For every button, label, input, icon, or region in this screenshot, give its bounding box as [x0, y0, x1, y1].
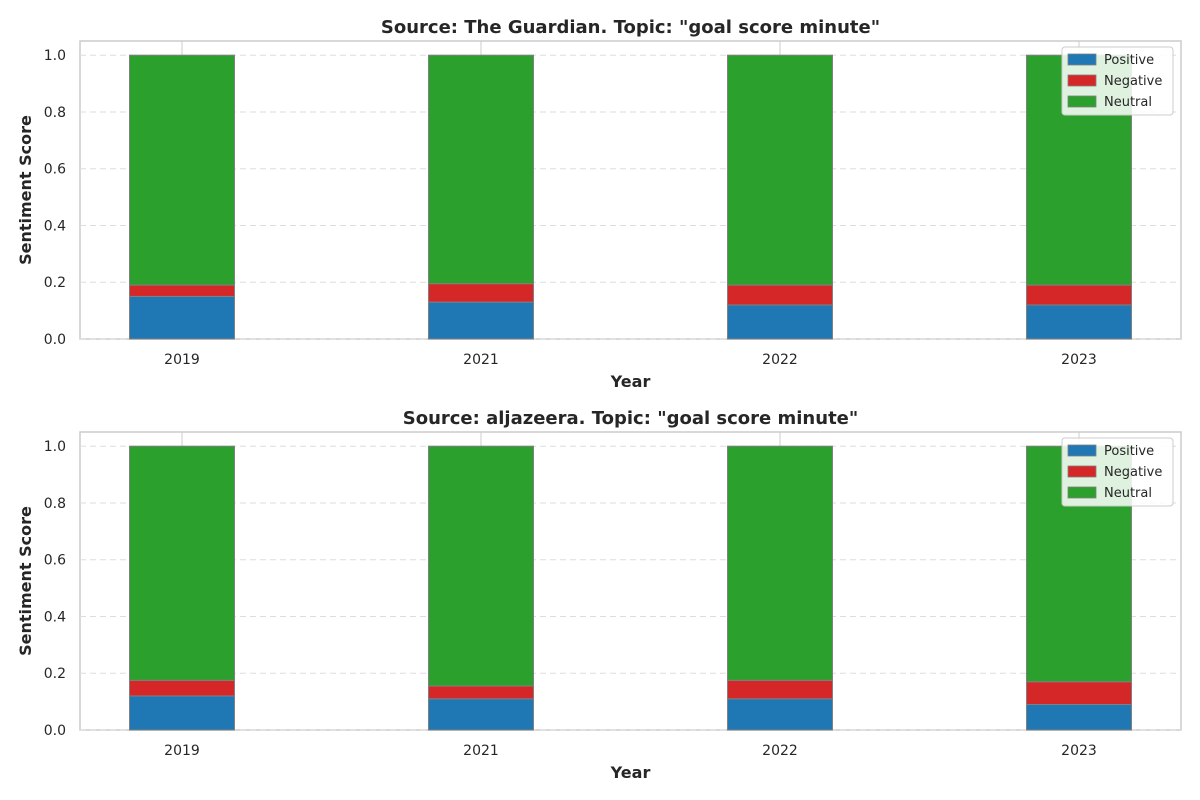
chart1-legend-swatch-positive: [1067, 53, 1097, 66]
chart2-ytick-label: 0.4: [44, 609, 66, 625]
chart2-legend-swatch-positive: [1067, 444, 1097, 457]
chart2-bar-neutral-2019: [129, 445, 235, 681]
chart2-y-axis-label: Sentiment Score: [16, 506, 35, 656]
chart1-bar-neutral-2019: [129, 54, 235, 286]
chart2-bar-positive-2021: [428, 698, 534, 731]
chart1-plot-area: [79, 40, 1182, 340]
chart1-ytick-label: 1.0: [44, 48, 66, 64]
chart1-legend-label-negative: Negative: [1104, 74, 1162, 89]
chart1-bar-positive-2023: [1026, 304, 1132, 340]
chart1-bar-negative-2021: [428, 283, 534, 303]
chart2-bar-negative-2023: [1026, 681, 1132, 705]
chart1-bar-neutral-2022: [727, 54, 833, 286]
chart1-group: Source: The Guardian. Topic: "goal score…: [16, 17, 1182, 391]
chart2-bar-neutral-2022: [727, 445, 833, 681]
chart2-ytick-label: 0.2: [44, 666, 66, 682]
chart2-group: Source: aljazeera. Topic: "goal score mi…: [16, 408, 1182, 782]
chart1-legend-label-positive: Positive: [1104, 53, 1154, 68]
chart1-bar-negative-2022: [727, 284, 833, 306]
chart1-ytick-label: 0.8: [44, 105, 66, 121]
chart1-legend: Positive Negative Neutral: [1061, 46, 1174, 116]
chart2-bar-positive-2019: [129, 695, 235, 731]
chart1-bar-neutral-2021: [428, 54, 534, 285]
chart1-title: Source: The Guardian. Topic: "goal score…: [381, 17, 880, 38]
chart2-legend-swatch-negative: [1067, 465, 1097, 478]
chart1-ytick-label: 0.2: [44, 275, 66, 291]
chart2-ytick-label: 0.8: [44, 496, 66, 512]
chart2-legend-label-negative: Negative: [1104, 465, 1162, 480]
chart2-x-axis-label: Year: [610, 763, 651, 782]
chart2-xtick-label: 2023: [1061, 743, 1097, 759]
chart1-y-axis-label: Sentiment Score: [16, 115, 35, 265]
chart1-bar-positive-2019: [129, 295, 235, 340]
chart2-bar-negative-2019: [129, 679, 235, 697]
chart1-xtick-label: 2021: [463, 352, 499, 368]
chart1-legend-swatch-negative: [1067, 74, 1097, 87]
chart1-legend-label-neutral: Neutral: [1104, 95, 1152, 110]
chart2-bar-positive-2023: [1026, 703, 1132, 731]
chart1-ytick-label: 0.4: [44, 218, 66, 234]
chart1-x-axis-label: Year: [610, 372, 651, 391]
chart1-bar-negative-2019: [129, 284, 235, 297]
chart1-ytick-label: 0.6: [44, 162, 66, 178]
chart2-xtick-label: 2019: [164, 743, 200, 759]
chart2-legend-label-positive: Positive: [1104, 444, 1154, 459]
chart2-legend-swatch-neutral: [1067, 486, 1097, 499]
chart2-plot-area: [79, 431, 1182, 731]
chart2-bar-neutral-2021: [428, 445, 534, 687]
chart1-ytick-label: 0.0: [44, 332, 66, 348]
chart2-xtick-label: 2021: [463, 743, 499, 759]
chart1-bar-positive-2021: [428, 301, 534, 340]
chart2-legend-label-neutral: Neutral: [1104, 486, 1152, 501]
chart2-ytick-label: 0.6: [44, 553, 66, 569]
chart2-bar-positive-2022: [727, 698, 833, 731]
chart1-bar-positive-2022: [727, 304, 833, 340]
chart1-xtick-label: 2019: [164, 352, 200, 368]
chart2-ytick-label: 0.0: [44, 723, 66, 739]
chart2-bar-negative-2022: [727, 679, 833, 700]
chart2-legend: Positive Negative Neutral: [1061, 437, 1174, 507]
chart2-xtick-label: 2022: [762, 743, 798, 759]
chart2-bar-negative-2021: [428, 685, 534, 700]
chart1-bar-negative-2023: [1026, 284, 1132, 306]
chart2-title: Source: aljazeera. Topic: "goal score mi…: [403, 408, 859, 429]
chart1-xtick-label: 2022: [762, 352, 798, 368]
chart2-ytick-label: 1.0: [44, 439, 66, 455]
chart1-legend-swatch-neutral: [1067, 95, 1097, 108]
chart1-xtick-label: 2023: [1061, 352, 1097, 368]
